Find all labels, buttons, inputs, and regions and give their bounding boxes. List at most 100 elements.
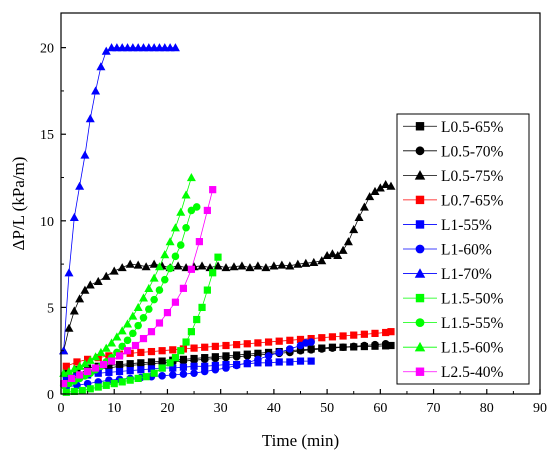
data-point bbox=[179, 284, 188, 292]
data-point bbox=[179, 357, 188, 365]
data-point bbox=[154, 262, 164, 271]
data-point bbox=[78, 386, 86, 395]
data-point bbox=[381, 339, 390, 348]
data-point bbox=[62, 362, 70, 370]
data-point bbox=[129, 329, 137, 338]
data-point bbox=[229, 262, 239, 271]
data-point bbox=[75, 361, 85, 370]
data-point bbox=[296, 357, 305, 365]
data-point bbox=[301, 258, 311, 267]
data-point bbox=[359, 202, 369, 211]
legend-label: L2.5-40% bbox=[441, 364, 504, 381]
data-point bbox=[318, 345, 326, 353]
data-point bbox=[160, 250, 170, 259]
data-point bbox=[75, 294, 85, 303]
data-point bbox=[141, 262, 151, 271]
data-point bbox=[85, 280, 95, 289]
legend-item: L1.5-60% bbox=[403, 340, 504, 357]
data-point bbox=[176, 207, 186, 216]
x-axis-label: Time (min) bbox=[262, 431, 339, 450]
y-tick-label: 5 bbox=[47, 301, 54, 316]
data-point bbox=[211, 342, 219, 350]
data-point bbox=[181, 190, 191, 199]
data-point bbox=[168, 371, 177, 379]
data-point bbox=[93, 276, 103, 286]
data-point bbox=[293, 259, 303, 268]
data-point bbox=[285, 261, 295, 270]
data-point bbox=[137, 366, 145, 374]
legend-label: L1-55% bbox=[441, 217, 492, 234]
data-point bbox=[99, 360, 108, 369]
data-point bbox=[307, 357, 315, 365]
data-point bbox=[387, 328, 395, 336]
data-point bbox=[371, 340, 379, 349]
data-point bbox=[75, 181, 85, 190]
data-point bbox=[296, 335, 305, 344]
legend-item: L0.7-65% bbox=[403, 192, 504, 209]
series-layer bbox=[59, 43, 396, 396]
data-point bbox=[170, 223, 180, 232]
data-point bbox=[115, 352, 124, 360]
legend-marker bbox=[415, 367, 425, 376]
data-point bbox=[349, 224, 359, 234]
data-point bbox=[201, 362, 209, 370]
data-point bbox=[245, 263, 255, 272]
legend-item: L0.5-75% bbox=[403, 168, 504, 185]
data-point bbox=[94, 369, 102, 377]
data-point bbox=[137, 348, 145, 357]
data-point bbox=[201, 343, 209, 351]
x-tick-label: 10 bbox=[107, 401, 121, 416]
data-point bbox=[62, 374, 70, 383]
data-point bbox=[150, 369, 158, 377]
x-tick-label: 40 bbox=[267, 401, 281, 416]
data-point bbox=[139, 314, 148, 322]
data-point bbox=[177, 347, 185, 355]
data-point bbox=[179, 370, 188, 378]
legend-label: L1.5-60% bbox=[441, 340, 504, 357]
legend-marker bbox=[415, 318, 425, 328]
data-point bbox=[133, 260, 143, 269]
data-point bbox=[339, 332, 347, 340]
data-point bbox=[105, 368, 113, 376]
y-tick-label: 15 bbox=[40, 128, 54, 143]
data-point bbox=[349, 342, 358, 351]
data-point bbox=[243, 352, 252, 360]
data-point bbox=[179, 363, 188, 371]
data-point bbox=[86, 385, 94, 393]
data-point bbox=[91, 352, 101, 361]
data-point bbox=[200, 355, 209, 364]
legend-item: L1.5-55% bbox=[403, 315, 504, 332]
legend-label: L1.5-50% bbox=[441, 291, 504, 308]
legend-item: L1-70% bbox=[403, 266, 492, 283]
data-point bbox=[328, 333, 337, 341]
data-point bbox=[190, 344, 198, 352]
data-point bbox=[222, 353, 230, 362]
data-point bbox=[171, 252, 180, 261]
data-point bbox=[155, 319, 164, 327]
data-point bbox=[221, 263, 231, 272]
data-point bbox=[85, 114, 95, 123]
data-point bbox=[171, 298, 180, 306]
data-point bbox=[165, 237, 175, 246]
data-point bbox=[126, 367, 134, 375]
data-point bbox=[350, 331, 358, 339]
data-point bbox=[69, 306, 79, 315]
x-tick-label: 70 bbox=[427, 401, 441, 416]
data-point bbox=[286, 336, 294, 344]
data-point bbox=[170, 43, 180, 52]
data-point bbox=[123, 319, 133, 328]
legend-label: L0.7-65% bbox=[441, 192, 504, 209]
data-point bbox=[182, 338, 190, 346]
x-tick-label: 20 bbox=[160, 401, 174, 416]
data-point bbox=[318, 334, 326, 342]
data-point bbox=[254, 355, 262, 364]
data-point bbox=[182, 223, 190, 232]
data-point bbox=[91, 364, 100, 372]
legend-label: L1-70% bbox=[441, 266, 492, 283]
legend-label: L1.5-55% bbox=[441, 315, 504, 332]
data-point bbox=[117, 326, 127, 335]
data-point bbox=[203, 286, 211, 294]
data-point bbox=[307, 338, 315, 346]
data-point bbox=[147, 365, 156, 373]
